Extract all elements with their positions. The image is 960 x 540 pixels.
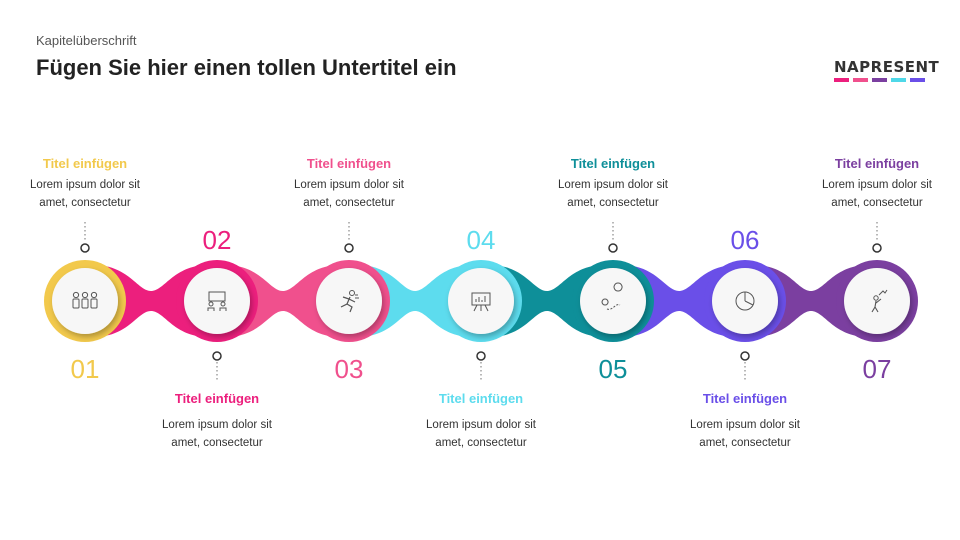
pie-chart-icon <box>735 291 755 311</box>
step-title: Titel einfügen <box>174 391 260 406</box>
step-number: 06 <box>730 225 760 255</box>
step-description-line: Lorem ipsum dolor sit <box>426 419 536 431</box>
step-title: Titel einfügen <box>570 156 656 171</box>
step-title: Titel einfügen <box>702 391 788 406</box>
step-description-line: amet, consectetur <box>699 437 791 449</box>
step-number: 04 <box>466 225 496 255</box>
step-description: Lorem ipsum dolor sit amet, consectetur <box>665 416 825 452</box>
meeting-icon <box>207 291 227 311</box>
logo-bars <box>834 78 926 82</box>
map-route-icon <box>601 282 623 310</box>
brand-logo: NAPRESENT <box>834 58 940 82</box>
step-title: Titel einfügen <box>438 391 524 406</box>
connector-band <box>633 266 725 336</box>
step-description-line: amet, consectetur <box>171 437 263 449</box>
step-number: 07 <box>862 354 892 384</box>
step-description-line: Lorem ipsum dolor sit <box>30 179 140 191</box>
connector-band <box>765 266 857 336</box>
step-title: Titel einfügen <box>834 156 920 171</box>
logo-bar <box>872 78 887 82</box>
step-description-line: amet, consectetur <box>303 197 395 209</box>
growth-person-icon <box>871 289 888 313</box>
pin-marker <box>740 351 750 361</box>
step-description-line: amet, consectetur <box>435 437 527 449</box>
step-inner-disc <box>52 268 118 334</box>
step-description-line: Lorem ipsum dolor sit <box>162 419 272 431</box>
logo-bar <box>910 78 925 82</box>
step-description: Lorem ipsum dolor sit amet, consectetur <box>533 176 693 212</box>
step-description: Lorem ipsum dolor sit amet, consectetur <box>269 176 429 212</box>
connector-band <box>369 266 461 336</box>
pin-marker <box>476 351 486 361</box>
step-number: 05 <box>598 354 628 384</box>
step-title: Titel einfügen <box>306 156 392 171</box>
step-description-line: amet, consectetur <box>567 197 659 209</box>
pin-marker <box>80 243 90 253</box>
step-description-line: amet, consectetur <box>831 197 923 209</box>
step-inner-disc <box>844 268 910 334</box>
step-description-line: Lorem ipsum dolor sit <box>822 179 932 191</box>
step-description-line: Lorem ipsum dolor sit <box>558 179 668 191</box>
pin-marker <box>872 243 882 253</box>
pin-marker <box>608 243 618 253</box>
connector-band <box>237 266 329 336</box>
step-inner-disc <box>448 268 514 334</box>
logo-bar <box>834 78 849 82</box>
step-description-line: amet, consectetur <box>39 197 131 209</box>
connector-band <box>501 266 593 336</box>
step-description: Lorem ipsum dolor sit amet, consectetur <box>401 416 561 452</box>
step-description-line: Lorem ipsum dolor sit <box>294 179 404 191</box>
step-description-line: Lorem ipsum dolor sit <box>690 419 800 431</box>
pin-marker <box>212 351 222 361</box>
runner-icon <box>340 290 359 313</box>
page-title: Fügen Sie hier einen tollen Untertitel e… <box>36 55 457 80</box>
logo-bar <box>891 78 906 82</box>
step-inner-disc <box>316 268 382 334</box>
people-icon <box>72 291 98 309</box>
logo-text: NAPRESENT <box>834 58 940 76</box>
step-description: Lorem ipsum dolor sit amet, consectetur <box>797 176 957 212</box>
step-title: Titel einfügen <box>42 156 128 171</box>
step-number: 01 <box>70 354 100 384</box>
chapter-kicker: Kapitelüberschrift <box>36 33 137 48</box>
logo-bar <box>853 78 868 82</box>
step-description: Lorem ipsum dolor sit amet, consectetur <box>5 176 165 212</box>
connector-band <box>105 266 197 336</box>
step-inner-disc <box>580 268 646 334</box>
step-description: Lorem ipsum dolor sit amet, consectetur <box>137 416 297 452</box>
presentation-icon <box>471 292 491 312</box>
step-number: 02 <box>202 225 232 255</box>
step-number: 03 <box>334 354 364 384</box>
pin-marker <box>344 243 354 253</box>
